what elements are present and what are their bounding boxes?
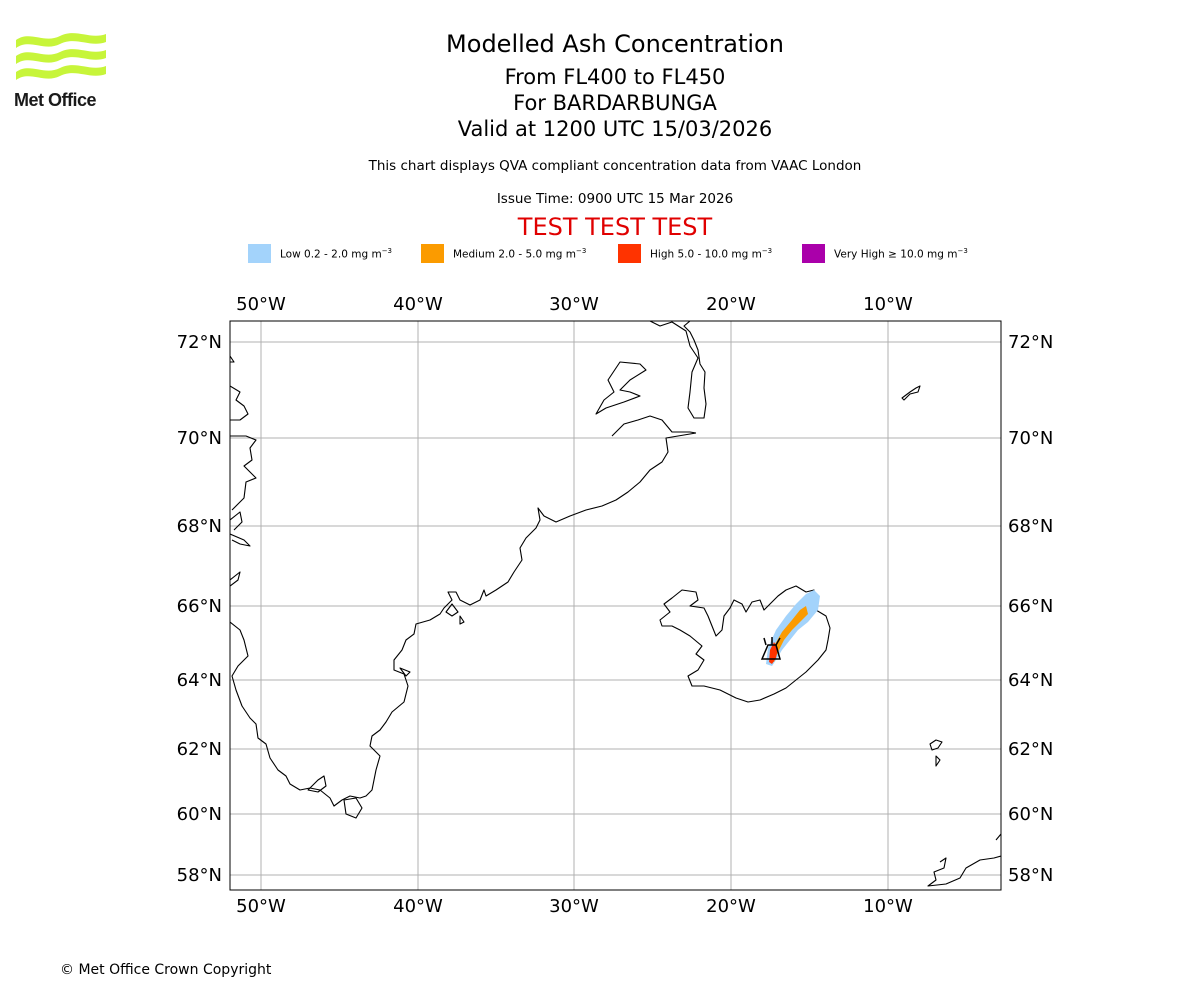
lat-label-right: 64°N <box>1008 670 1053 691</box>
faroe-islands <box>929 739 943 767</box>
lat-label-left: 64°N <box>177 670 222 691</box>
subtitle-levels: From FL400 to FL450 <box>504 65 726 89</box>
lon-label-top: 10°W <box>863 294 913 315</box>
jan-mayen <box>901 385 921 401</box>
copyright-notice: © Met Office Crown Copyright <box>60 962 272 978</box>
bottom-longitude-labels: 50°W 40°W 30°W 20°W 10°W <box>236 896 913 917</box>
west-coast-1 <box>230 355 235 363</box>
lat-label-right: 68°N <box>1008 516 1053 537</box>
legend-swatch-very-high <box>802 244 825 263</box>
lat-label-right: 62°N <box>1008 739 1053 760</box>
lat-label-left: 62°N <box>177 739 222 760</box>
ash-medium-area <box>770 606 808 662</box>
map-frame <box>229 320 1002 891</box>
issue-time: Issue Time: 0900 UTC 15 Mar 2026 <box>496 191 734 207</box>
west-coast-2 <box>230 385 249 421</box>
lon-label-top: 30°W <box>549 294 599 315</box>
met-office-wave-icon <box>16 33 106 80</box>
subtitle-block: From FL400 to FL450 For BARDARBUNGA Vali… <box>0 64 1200 142</box>
logo-text: Met Office <box>14 90 97 110</box>
west-coast-5 <box>230 533 251 547</box>
greenland-fjord-south <box>611 415 697 437</box>
lon-label-bottom: 10°W <box>863 896 913 917</box>
lon-label-bottom: 20°W <box>706 896 756 917</box>
right-latitude-labels: 72°N 70°N 68°N 66°N 64°N 62°N 60°N 58°N <box>1008 332 1053 886</box>
greenland-island-4 <box>343 797 363 819</box>
greenland-fjord-north <box>595 361 647 415</box>
lon-label-bottom: 40°W <box>393 896 443 917</box>
greenland-island-5 <box>399 667 411 677</box>
chart-title: Modelled Ash Concentration <box>446 30 784 58</box>
lon-label-top: 20°W <box>706 294 756 315</box>
shetland-coastline <box>995 833 1001 841</box>
lat-label-right: 70°N <box>1008 428 1053 449</box>
lat-label-right: 66°N <box>1008 596 1053 617</box>
greenland-coastline <box>230 321 707 807</box>
iceland-coastline <box>659 585 831 703</box>
subtitle-volcano: For BARDARBUNGA <box>513 91 717 115</box>
legend-swatch-low <box>248 244 271 263</box>
lon-label-bottom: 50°W <box>236 896 286 917</box>
subtitle-valid: Valid at 1200 UTC 15/03/2026 <box>457 117 773 141</box>
legend-label-low: Low 0.2 - 2.0 mg m <box>280 248 382 261</box>
lon-label-top: 50°W <box>236 294 286 315</box>
legend-label-medium: Medium 2.0 - 5.0 mg m <box>453 248 576 261</box>
lat-label-left: 72°N <box>177 332 222 353</box>
legend-label-very-high: Very High ≥ 10.0 mg m <box>834 248 958 261</box>
greenland-island-2 <box>459 615 465 625</box>
lat-label-left: 58°N <box>177 865 222 886</box>
lat-label-right: 58°N <box>1008 865 1053 886</box>
left-latitude-labels: 72°N 70°N 68°N 66°N 64°N 62°N 60°N 58°N <box>177 332 222 886</box>
lat-label-left: 60°N <box>177 804 222 825</box>
greenland-island-1 <box>445 603 459 617</box>
west-coast-6 <box>230 571 241 587</box>
lat-label-right: 72°N <box>1008 332 1053 353</box>
map-gridlines <box>230 321 1001 890</box>
lon-label-top: 40°W <box>393 294 443 315</box>
ash-plume <box>766 590 820 666</box>
met-office-logo: Met Office <box>14 30 108 112</box>
volcano-marker-icon <box>760 637 781 660</box>
test-banner: TEST TEST TEST <box>517 213 713 241</box>
lat-label-left: 66°N <box>177 596 222 617</box>
lon-label-bottom: 30°W <box>549 896 599 917</box>
top-longitude-labels: 50°W 40°W 30°W 20°W 10°W <box>236 294 913 315</box>
qva-note: This chart displays QVA compliant concen… <box>368 158 862 174</box>
greenland-island-3 <box>307 775 327 793</box>
legend-swatch-medium <box>421 244 444 263</box>
lat-label-right: 60°N <box>1008 804 1053 825</box>
west-coast-4 <box>230 511 243 531</box>
legend-swatch-high <box>618 244 641 263</box>
west-coast-3 <box>230 435 257 511</box>
legend-label-high: High 5.0 - 10.0 mg m <box>650 248 762 261</box>
scotland-coastline <box>927 855 1001 887</box>
lat-label-left: 68°N <box>177 516 222 537</box>
lat-label-left: 70°N <box>177 428 222 449</box>
